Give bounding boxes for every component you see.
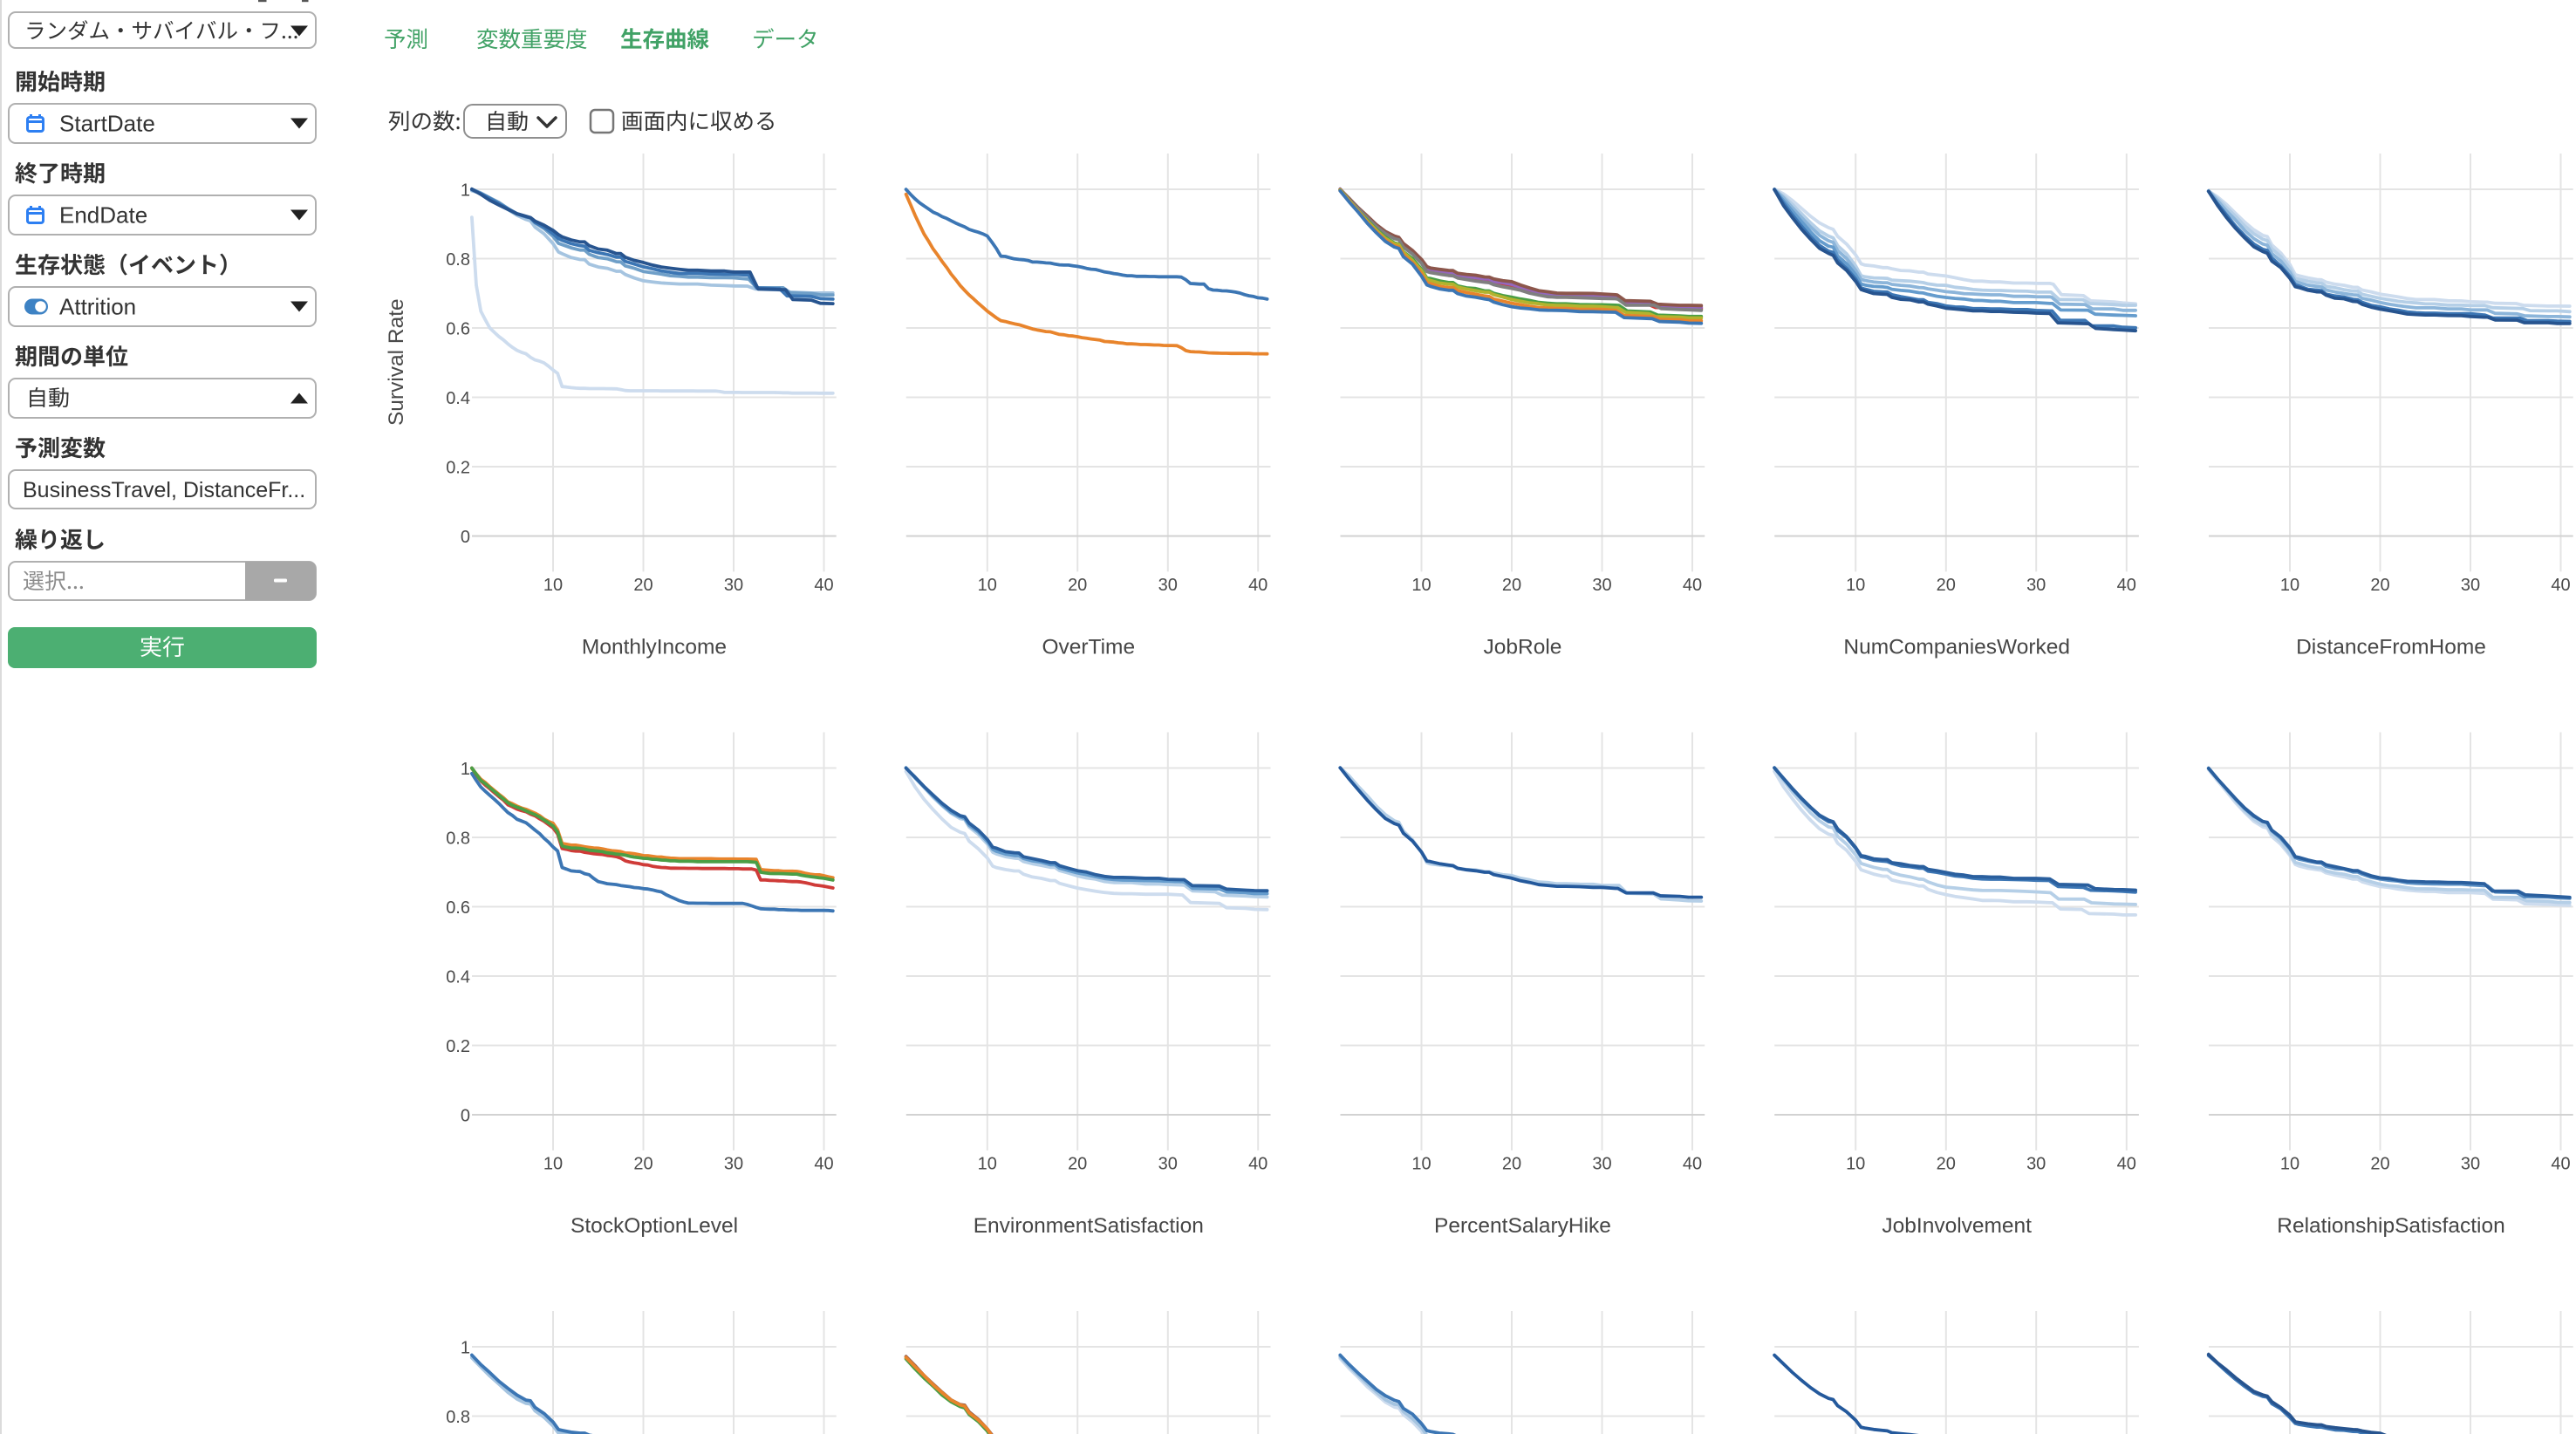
svg-text:BusinessTravel, DistanceFr...: BusinessTravel, DistanceFr... [23,478,305,502]
svg-text:1: 1 [461,181,470,201]
svg-text:40: 40 [1248,1155,1268,1174]
svg-text:30: 30 [2026,576,2046,595]
svg-text:0.2: 0.2 [446,459,470,478]
svg-text:10: 10 [2280,1155,2299,1174]
svg-text:10: 10 [543,1155,563,1174]
svg-text:0.6: 0.6 [446,898,470,918]
svg-text:40: 40 [1248,576,1268,595]
svg-text:JobRole: JobRole [1484,636,1562,659]
svg-text:20: 20 [1068,576,1087,595]
svg-text:40: 40 [2551,576,2570,595]
svg-text:0.6: 0.6 [446,320,470,339]
svg-text:40: 40 [814,576,833,595]
svg-text:10: 10 [1846,1155,1865,1174]
svg-text:30: 30 [2461,576,2480,595]
svg-text:20: 20 [1937,1155,1956,1174]
svg-text:20: 20 [2370,576,2389,595]
svg-text:0: 0 [461,528,470,547]
svg-text:40: 40 [2117,1155,2136,1174]
svg-text:1: 1 [461,760,470,779]
svg-text:20: 20 [2370,1155,2389,1174]
svg-text:1: 1 [461,1339,470,1358]
svg-text:0.4: 0.4 [446,389,470,408]
svg-text:20: 20 [1502,576,1521,595]
svg-text:PercentSalaryHike: PercentSalaryHike [1434,1214,1611,1238]
svg-text:40: 40 [1683,1155,1702,1174]
svg-text:Survival Rate: Survival Rate [385,298,408,426]
svg-text:10: 10 [543,576,563,595]
svg-text:20: 20 [1068,1155,1087,1174]
svg-text:DistanceFromHome: DistanceFromHome [2296,636,2486,659]
svg-text:40: 40 [2117,576,2136,595]
svg-text:10: 10 [1411,576,1431,595]
svg-text:30: 30 [724,576,743,595]
svg-text:EnvironmentSatisfaction: EnvironmentSatisfaction [974,1214,1204,1238]
svg-text:20: 20 [633,1155,653,1174]
svg-text:MonthlyIncome: MonthlyIncome [582,636,727,659]
svg-text:30: 30 [1158,1155,1178,1174]
svg-text:30: 30 [2461,1155,2480,1174]
svg-text:0.2: 0.2 [446,1037,470,1056]
svg-text:StartDate: StartDate [59,111,155,137]
svg-text:40: 40 [814,1155,833,1174]
svg-text:0.8: 0.8 [446,830,470,849]
svg-text:Attrition: Attrition [59,294,136,320]
svg-text:0.8: 0.8 [446,250,470,270]
svg-text:20: 20 [1502,1155,1521,1174]
svg-text:10: 10 [978,1155,997,1174]
svg-text:NumCompaniesWorked: NumCompaniesWorked [1843,636,2070,659]
svg-text:EndDate: EndDate [59,202,147,229]
svg-text:30: 30 [2026,1155,2046,1174]
svg-text:10: 10 [1846,576,1865,595]
svg-text:30: 30 [1158,576,1178,595]
svg-text:StockOptionLevel: StockOptionLevel [571,1214,738,1238]
svg-text:10: 10 [2280,576,2299,595]
svg-text:OverTime: OverTime [1042,636,1135,659]
svg-text:RelationshipSatisfaction: RelationshipSatisfaction [2277,1214,2505,1238]
svg-text:20: 20 [633,576,653,595]
svg-text:30: 30 [724,1155,743,1174]
svg-text:30: 30 [1592,1155,1611,1174]
svg-text:0: 0 [461,1107,470,1126]
svg-text:0.8: 0.8 [446,1408,470,1427]
svg-text:20: 20 [1937,576,1956,595]
svg-text:JobInvolvement: JobInvolvement [1882,1214,2032,1238]
svg-text:0.4: 0.4 [446,968,470,987]
svg-text:10: 10 [978,576,997,595]
svg-text:40: 40 [2551,1155,2570,1174]
svg-text:10: 10 [1411,1155,1431,1174]
svg-text:40: 40 [1683,576,1702,595]
svg-text:30: 30 [1592,576,1611,595]
